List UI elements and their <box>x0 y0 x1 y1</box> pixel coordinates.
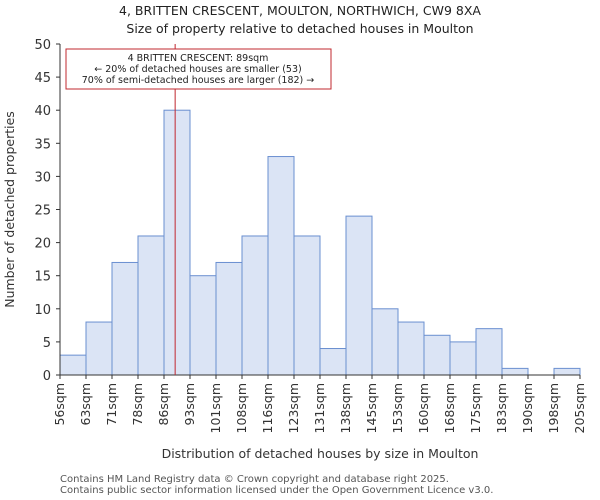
bar-183sqm <box>501 367 529 376</box>
x-tick-label: 78sqm <box>130 383 145 426</box>
bar-198sqm <box>553 367 581 376</box>
footer-copyright: Contains HM Land Registry data © Crown c… <box>60 474 449 485</box>
x-axis-label: Distribution of detached houses by size … <box>162 446 479 461</box>
bar-145sqm <box>371 308 399 376</box>
x-tick-label: 190sqm <box>520 383 535 433</box>
x-tick-label: 123sqm <box>286 383 301 433</box>
chart-title: 4, BRITTEN CRESCENT, MOULTON, NORTHWICH,… <box>119 3 481 18</box>
annotation-line-3: 70% of semi-detached houses are larger (… <box>82 75 315 86</box>
bar-93sqm <box>189 275 217 376</box>
x-tick-label: 71sqm <box>104 383 119 426</box>
y-tick-label: 0 <box>43 369 51 384</box>
bar-131sqm <box>319 348 347 376</box>
x-tick-label: 175sqm <box>468 383 483 433</box>
bar-160sqm <box>423 334 451 376</box>
y-tick-label: 30 <box>34 170 51 185</box>
bar-71sqm <box>111 261 139 376</box>
bar-123sqm <box>293 235 321 376</box>
footer-licence: Contains public sector information licen… <box>60 485 494 496</box>
x-tick-label: 160sqm <box>416 383 431 433</box>
bar-138sqm <box>345 215 373 376</box>
x-tick-label: 131sqm <box>312 383 327 433</box>
x-tick-label: 145sqm <box>364 383 379 433</box>
chart-subtitle: Size of property relative to detached ho… <box>126 21 474 36</box>
x-tick-label: 138sqm <box>338 383 353 433</box>
bar-78sqm <box>137 235 165 376</box>
x-tick-label: 56sqm <box>52 383 67 426</box>
x-tick-label: 101sqm <box>208 383 223 433</box>
y-tick-label: 40 <box>34 104 51 119</box>
y-tick-label: 10 <box>34 303 51 318</box>
x-tick-label: 153sqm <box>390 383 405 433</box>
y-tick-label: 20 <box>34 237 51 252</box>
y-tick-label: 5 <box>43 336 51 351</box>
bar-63sqm <box>85 321 113 376</box>
y-tick-label: 50 <box>34 38 51 53</box>
x-tick-label: 116sqm <box>260 383 275 433</box>
y-tick-label: 15 <box>34 270 51 285</box>
y-tick-label: 25 <box>34 204 51 219</box>
bar-175sqm <box>475 328 503 376</box>
x-tick-label: 183sqm <box>494 383 509 433</box>
x-tick-label: 63sqm <box>78 383 93 426</box>
bar-168sqm <box>449 341 477 376</box>
bar-101sqm <box>215 261 243 376</box>
y-tick-label: 45 <box>34 71 51 86</box>
x-tick-label: 86sqm <box>156 383 171 426</box>
x-tick-label: 93sqm <box>182 383 197 426</box>
bar-86sqm <box>163 109 191 376</box>
annotation-box <box>65 48 332 90</box>
x-tick-label: 108sqm <box>234 383 249 433</box>
y-tick-label: 35 <box>34 137 51 152</box>
bar-116sqm <box>267 156 295 376</box>
x-tick-label: 198sqm <box>546 383 561 433</box>
x-tick-label: 168sqm <box>442 383 457 433</box>
y-axis-label: Number of detached properties <box>2 111 17 308</box>
x-tick-label: 205sqm <box>572 383 587 433</box>
annotation-line-1: 4 BRITTEN CRESCENT: 89sqm <box>128 53 269 64</box>
bar-108sqm <box>241 235 269 376</box>
annotation-line-2: ← 20% of detached houses are smaller (53… <box>94 64 301 75</box>
bar-153sqm <box>397 321 425 376</box>
bar-56sqm <box>59 354 87 376</box>
